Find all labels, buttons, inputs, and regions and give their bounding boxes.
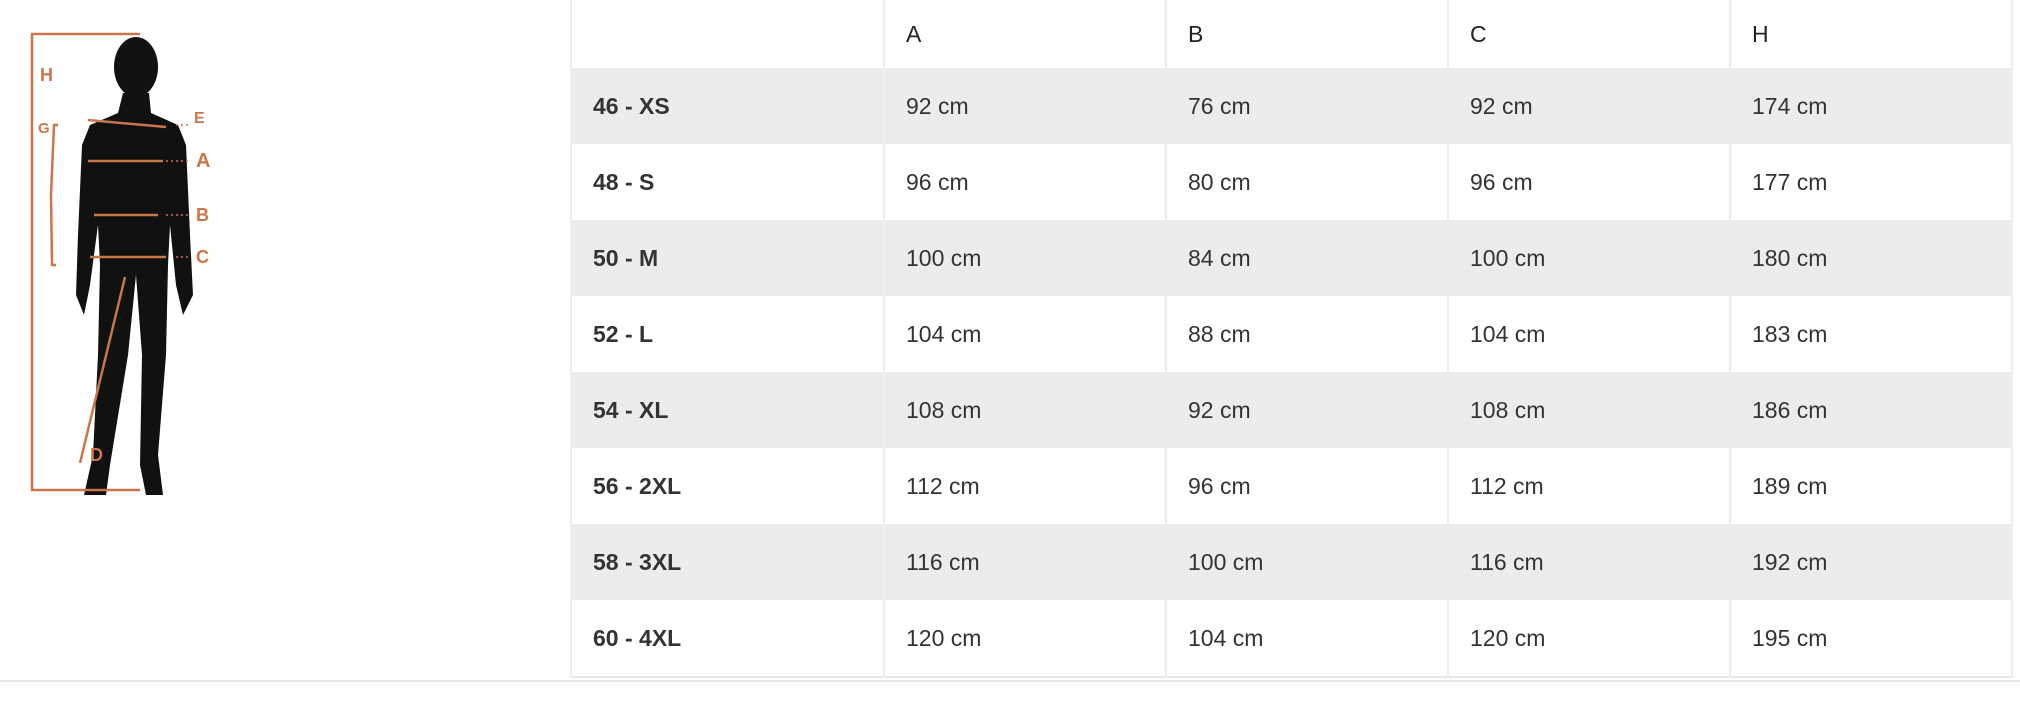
measurement-cell-a: 120 cm bbox=[883, 600, 1167, 677]
measurement-cell-a: 104 cm bbox=[883, 296, 1167, 372]
size-chart-table: A B C H 46 - XS 92 cm 76 cm 92 cm 174 cm 48 -… bbox=[570, 0, 2013, 678]
label-b: B bbox=[196, 205, 209, 225]
measurement-cell-a: 116 cm bbox=[883, 524, 1167, 600]
size-label: 50 - M bbox=[570, 220, 885, 296]
size-label: 58 - 3XL bbox=[570, 524, 885, 600]
label-c: C bbox=[196, 247, 209, 267]
size-label: 60 - 4XL bbox=[570, 600, 885, 677]
measurement-cell-b: 92 cm bbox=[1165, 372, 1449, 448]
header-b: B bbox=[1165, 0, 1449, 68]
table-row: 56 - 2XL 112 cm 96 cm 112 cm 189 cm bbox=[570, 448, 2013, 524]
measurement-cell-b: 100 cm bbox=[1165, 524, 1449, 600]
measurement-cell-b: 88 cm bbox=[1165, 296, 1449, 372]
measurement-cell-h: 189 cm bbox=[1729, 448, 2013, 524]
table-row: 46 - XS 92 cm 76 cm 92 cm 174 cm bbox=[570, 68, 2013, 144]
measurement-cell-a: 96 cm bbox=[883, 144, 1167, 220]
measurement-cell-h: 195 cm bbox=[1729, 600, 2013, 677]
measurement-figure: H G E A B C D bbox=[30, 32, 210, 495]
measurement-cell-c: 100 cm bbox=[1447, 220, 1731, 296]
measurement-cell-c: 112 cm bbox=[1447, 448, 1731, 524]
measurement-cell-h: 186 cm bbox=[1729, 372, 2013, 448]
size-label: 54 - XL bbox=[570, 372, 885, 448]
measurement-cell-b: 104 cm bbox=[1165, 600, 1449, 677]
size-label: 46 - XS bbox=[570, 68, 885, 144]
body-measurement-diagram: H G E A B C D bbox=[18, 25, 218, 505]
measurement-cell-a: 100 cm bbox=[883, 220, 1167, 296]
measurement-cell-a: 108 cm bbox=[883, 372, 1167, 448]
size-label: 48 - S bbox=[570, 144, 885, 220]
measurement-cell-h: 183 cm bbox=[1729, 296, 2013, 372]
measurement-cell-b: 80 cm bbox=[1165, 144, 1449, 220]
table-row: 54 - XL 108 cm 92 cm 108 cm 186 cm bbox=[570, 372, 2013, 448]
label-h: H bbox=[40, 65, 53, 85]
label-a: A bbox=[196, 150, 210, 172]
table-row: 52 - L 104 cm 88 cm 104 cm 183 cm bbox=[570, 296, 2013, 372]
label-d: D bbox=[90, 445, 103, 465]
measurement-cell-b: 76 cm bbox=[1165, 68, 1449, 144]
label-g: G bbox=[38, 120, 50, 137]
measurement-cell-c: 120 cm bbox=[1447, 600, 1731, 677]
header-h: H bbox=[1729, 0, 2013, 68]
header-c: C bbox=[1447, 0, 1731, 68]
measurement-cell-a: 112 cm bbox=[883, 448, 1167, 524]
table-row: 50 - M 100 cm 84 cm 100 cm 180 cm bbox=[570, 220, 2013, 296]
label-e: E bbox=[194, 110, 205, 127]
measurement-cell-c: 104 cm bbox=[1447, 296, 1731, 372]
header-size bbox=[570, 0, 885, 68]
measurement-cell-h: 192 cm bbox=[1729, 524, 2013, 600]
table-row: 60 - 4XL 120 cm 104 cm 120 cm 195 cm bbox=[570, 600, 2013, 677]
measurement-cell-c: 92 cm bbox=[1447, 68, 1731, 144]
measurement-cell-b: 96 cm bbox=[1165, 448, 1449, 524]
measurement-cell-c: 108 cm bbox=[1447, 372, 1731, 448]
measurement-cell-a: 92 cm bbox=[883, 68, 1167, 144]
size-label: 56 - 2XL bbox=[570, 448, 885, 524]
divider bbox=[0, 680, 2020, 682]
table-header-row: A B C H bbox=[570, 0, 2013, 68]
measurement-cell-h: 180 cm bbox=[1729, 220, 2013, 296]
table-row: 48 - S 96 cm 80 cm 96 cm 177 cm bbox=[570, 144, 2013, 220]
measurement-cell-h: 174 cm bbox=[1729, 68, 2013, 144]
measurement-cell-c: 96 cm bbox=[1447, 144, 1731, 220]
header-a: A bbox=[883, 0, 1167, 68]
table-row: 58 - 3XL 116 cm 100 cm 116 cm 192 cm bbox=[570, 524, 2013, 600]
measurement-cell-h: 177 cm bbox=[1729, 144, 2013, 220]
size-label: 52 - L bbox=[570, 296, 885, 372]
measurement-cell-b: 84 cm bbox=[1165, 220, 1449, 296]
measurement-cell-c: 116 cm bbox=[1447, 524, 1731, 600]
